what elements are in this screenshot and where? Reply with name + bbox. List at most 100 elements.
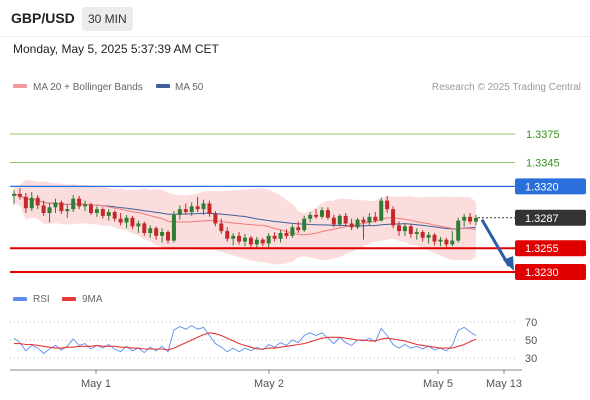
candle-body	[124, 217, 129, 223]
x-axis-label: May 13	[486, 378, 522, 390]
candle	[408, 224, 413, 238]
support-level-label: 1.3230	[525, 267, 559, 279]
candle-body	[438, 239, 443, 242]
candle	[325, 207, 330, 220]
candle	[201, 199, 206, 215]
rsi-legend-swatch	[13, 297, 27, 301]
rsi-tick-label: 50	[525, 335, 537, 347]
candle	[462, 213, 467, 227]
candle	[355, 217, 360, 230]
candle	[183, 203, 188, 215]
candle-body	[432, 234, 437, 242]
candle-body	[65, 209, 70, 212]
candle	[41, 200, 46, 216]
candle-body	[118, 218, 123, 223]
candle-body	[41, 205, 46, 213]
candle-body	[296, 227, 301, 231]
candle	[12, 190, 16, 205]
candle-body	[195, 206, 200, 210]
candle-body	[337, 215, 342, 225]
candle	[397, 221, 401, 236]
ma50-legend-label: MA 50	[175, 82, 204, 93]
candle-body	[89, 204, 93, 213]
rsi-tick-label: 70	[525, 317, 537, 329]
candle	[89, 202, 93, 215]
candle	[468, 212, 473, 225]
candle	[450, 231, 455, 247]
candle	[308, 212, 313, 223]
candle-body	[462, 216, 467, 221]
candle-body	[83, 204, 88, 207]
last-price-label: 1.3287	[525, 213, 559, 225]
pivot-level-label: 1.3320	[525, 181, 559, 193]
candle	[17, 188, 22, 200]
candle	[438, 236, 443, 247]
candle-body	[248, 237, 253, 245]
candle	[166, 230, 170, 244]
candle	[373, 212, 378, 223]
candle-body	[278, 232, 283, 239]
candle-body	[302, 218, 307, 231]
candle	[136, 220, 141, 233]
instrument-title: GBP/USD	[11, 10, 75, 26]
bollinger-band	[14, 179, 476, 265]
candle-body	[100, 209, 105, 216]
candle-body	[47, 207, 52, 213]
candle	[266, 232, 271, 248]
candle-body	[207, 203, 212, 214]
support-level-badge	[515, 240, 586, 257]
candle	[284, 229, 289, 239]
x-axis-label: May 5	[423, 378, 453, 390]
rsi-ma-legend-swatch	[62, 297, 76, 301]
candle-body	[77, 198, 82, 207]
candle-body	[201, 203, 206, 210]
candle	[148, 225, 153, 238]
last-price-badge	[515, 209, 586, 226]
x-axis-label: May 1	[81, 378, 111, 390]
candle-body	[379, 200, 384, 221]
candle-body	[314, 214, 319, 217]
candle-body	[272, 235, 277, 239]
candle-body	[183, 209, 188, 213]
candle-body	[142, 223, 147, 233]
candle-body	[213, 213, 218, 224]
candle-body	[106, 212, 111, 216]
candle	[100, 207, 105, 219]
candle	[29, 192, 34, 212]
candle	[130, 215, 135, 230]
candle-body	[450, 240, 455, 245]
candle	[237, 232, 242, 245]
candle-body	[136, 223, 141, 227]
candle	[337, 213, 342, 227]
x-axis-label: May 2	[254, 378, 284, 390]
candle	[243, 233, 247, 247]
candle	[171, 211, 176, 243]
candle	[260, 237, 265, 247]
candle	[35, 194, 40, 210]
candle	[23, 193, 28, 213]
candle	[456, 217, 461, 243]
pivot-level-badge	[515, 178, 586, 195]
candle-body	[402, 226, 407, 232]
rsi-ma-legend-label: 9MA	[82, 294, 103, 305]
ma50-legend-swatch	[156, 84, 170, 88]
candle	[361, 216, 366, 240]
candle-body	[408, 226, 413, 234]
candle-body	[426, 234, 431, 238]
candle	[349, 218, 354, 231]
candle-body	[154, 228, 159, 236]
timeframe-selector[interactable]: 30 MIN	[82, 7, 133, 31]
candle	[420, 230, 425, 242]
candle-body	[331, 217, 336, 225]
candle-body	[171, 214, 176, 241]
candle-body	[414, 232, 419, 234]
chart-datetime: Monday, May 5, 2025 5:37:39 AM CET	[13, 42, 219, 56]
candle	[379, 197, 384, 222]
header-divider	[0, 36, 590, 37]
candle	[154, 226, 159, 240]
candle-body	[130, 217, 135, 227]
candle-body	[166, 232, 170, 241]
candle-body	[231, 235, 236, 239]
candle	[65, 204, 70, 218]
